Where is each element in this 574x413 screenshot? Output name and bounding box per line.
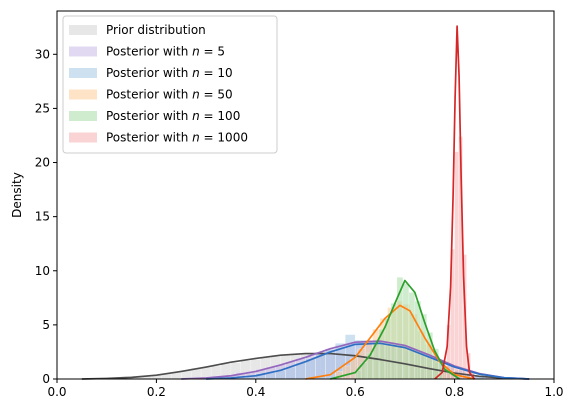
legend-item: Prior distribution [69, 23, 206, 37]
x-tick-label: 0.4 [246, 385, 265, 399]
legend-item: Posterior with n = 1000 [69, 131, 248, 145]
legend-swatch [69, 25, 97, 35]
legend-item: Posterior with n = 5 [69, 45, 225, 59]
y-tick-label: 20 [35, 156, 50, 170]
legend-swatch [69, 132, 97, 143]
y-tick-label: 0 [42, 372, 50, 386]
y-axis-label: Density [10, 172, 24, 218]
y-tick-label: 5 [42, 318, 50, 332]
legend-swatch [69, 89, 97, 100]
x-tick-label: 0.6 [346, 385, 365, 399]
x-axis: 0.0 0.2 0.4 0.6 0.8 1.0 [47, 379, 564, 399]
x-tick-label: 0.0 [47, 385, 66, 399]
legend-label: Posterior with n = 5 [106, 45, 225, 59]
legend: Prior distribution Posterior with n = 5 Po… [62, 15, 278, 154]
hist-bar [390, 302, 398, 380]
x-tick-label: 1.0 [544, 385, 563, 399]
y-tick-label: 10 [35, 264, 50, 278]
kde-line-posterior-with-n-50 [305, 304, 475, 380]
hist-bar [454, 151, 459, 380]
legend-label: Prior distribution [106, 23, 206, 37]
kde-line-posterior-with-n-10 [206, 342, 530, 380]
legend-label: Posterior with n = 50 [106, 88, 233, 102]
kde-line-prior-distribution [81, 352, 530, 380]
kde-line-posterior-with-n-1000 [434, 25, 476, 380]
legend-box [62, 15, 278, 154]
x-tick-label: 0.8 [445, 385, 464, 399]
legend-swatch [69, 111, 97, 121]
hist-bar [342, 365, 351, 380]
legend-swatch [69, 68, 97, 78]
legend-swatch [69, 46, 97, 57]
y-tick-label: 25 [35, 101, 50, 115]
legend-label: Posterior with n = 100 [106, 109, 240, 123]
axes-frame [56, 10, 555, 380]
legend-item: Posterior with n = 50 [69, 88, 233, 102]
legend-label: Posterior with n = 1000 [106, 131, 248, 145]
legend-label: Posterior with n = 10 [106, 66, 233, 80]
hist-bar [384, 318, 392, 380]
plot-area [81, 25, 530, 380]
x-tick-label: 0.2 [147, 385, 166, 399]
y-tick-label: 30 [35, 47, 50, 61]
y-axis: 0 5 10 15 20 25 30 [35, 47, 57, 386]
kde-line-posterior-with-n-100 [330, 279, 461, 380]
legend-item: Posterior with n = 100 [69, 109, 240, 123]
legend-item: Posterior with n = 10 [69, 66, 233, 80]
y-tick-label: 15 [35, 210, 50, 224]
